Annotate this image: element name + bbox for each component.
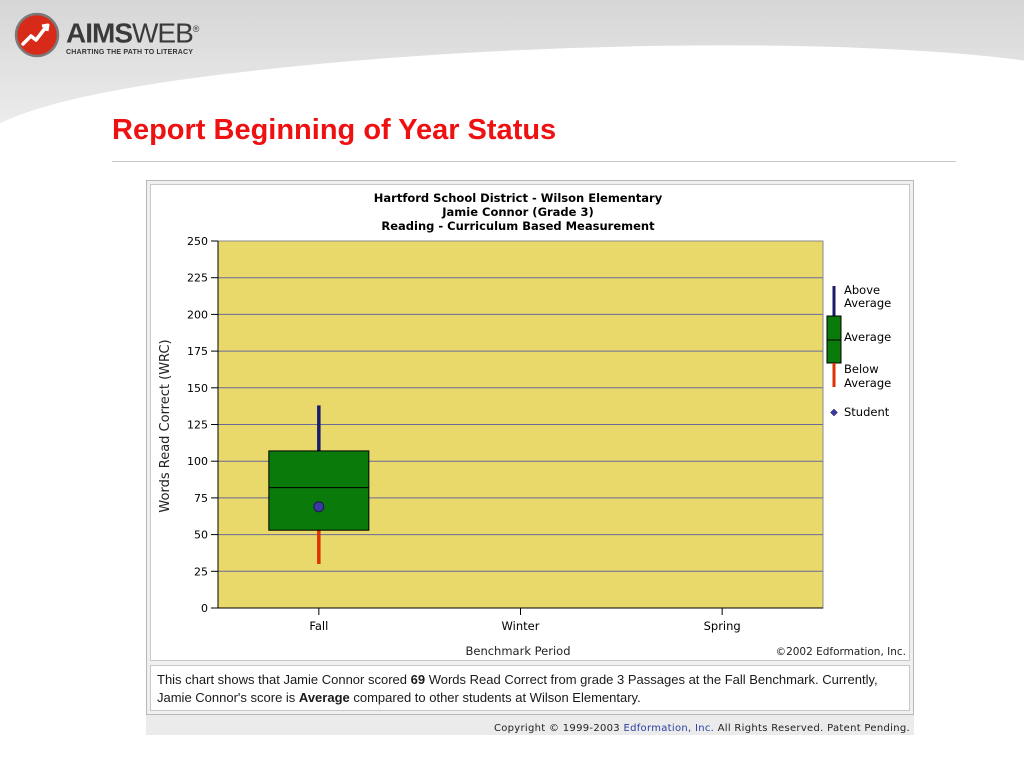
chart-legend: Above Average Average Below Average Stud…: [826, 283, 891, 419]
legend-average-label: Average: [844, 330, 891, 344]
average-box: [268, 450, 370, 531]
summary-text: This chart shows that Jamie Connor score…: [150, 665, 910, 711]
summary-part-3: compared to other students at Wilson Ele…: [349, 690, 641, 705]
aimsweb-logo: AIMSWEB® CHARTING THE PATH TO LITERACY: [14, 12, 200, 58]
x-tick-label: Fall: [309, 619, 328, 633]
logo-registered: ®: [192, 23, 200, 34]
y-tick-label: 100: [187, 455, 208, 468]
x-axis-label: Benchmark Period: [465, 644, 570, 658]
y-tick-label: 225: [187, 272, 208, 285]
y-tick-label: 150: [187, 382, 208, 395]
page-title: Report Beginning of Year Status: [112, 114, 557, 146]
summary-part-1: This chart shows that Jamie Connor score…: [157, 672, 411, 687]
summary-part-2: Words Read Correct from grade 3 Passages…: [157, 672, 878, 705]
chart-credit: ©2002 Edformation, Inc.: [776, 646, 906, 658]
legend-student-label: Student: [844, 405, 890, 419]
y-tick-label: 50: [194, 529, 208, 542]
y-tick-label: 175: [187, 345, 208, 358]
y-tick-label: 200: [187, 308, 208, 321]
chart-title-line-2: Jamie Connor (Grade 3): [441, 205, 593, 219]
footer-prefix: Copyright © 1999-2003: [493, 723, 624, 734]
logo-name-light: WEB: [132, 17, 194, 49]
header-swoosh: [0, 0, 1024, 127]
legend-student-marker: [830, 408, 838, 417]
x-tick-label: Spring: [704, 619, 741, 633]
chart-title-line-1: Hartford School District - Wilson Elemen…: [374, 191, 663, 205]
y-tick-label: 250: [187, 235, 208, 248]
summary-status: Average: [298, 690, 350, 705]
x-tick-label: Winter: [502, 619, 540, 633]
logo-name-bold: AIMS: [66, 17, 133, 49]
footer-suffix: All Rights Reserved. Patent Pending.: [714, 723, 910, 734]
legend-above-label-2: Average: [844, 296, 891, 310]
y-tick-label: 25: [194, 565, 208, 578]
report-frame: Hartford School District - Wilson Elemen…: [146, 180, 914, 715]
legend-below-label-1: Below: [844, 362, 879, 376]
title-divider: [112, 161, 956, 162]
summary-score: 69: [410, 672, 426, 687]
legend-above-label-1: Above: [844, 283, 880, 297]
y-axis-label: Words Read Correct (WRC): [158, 339, 173, 512]
logo-wordmark: AIMSWEB®: [66, 14, 200, 49]
box-plot-chart: Hartford School District - Wilson Elemen…: [158, 191, 906, 658]
logo-emblem-icon: [14, 12, 60, 58]
footer-company: Edformation, Inc.: [623, 723, 715, 734]
y-tick-label: 75: [194, 492, 208, 505]
student-point: [313, 501, 325, 513]
legend-below-label-2: Average: [844, 376, 891, 390]
y-tick-label: 125: [187, 419, 208, 432]
chart-title-line-3: Reading - Curriculum Based Measurement: [381, 219, 655, 233]
y-tick-label: 0: [201, 602, 208, 615]
copyright-footer: Copyright © 1999-2003 Edformation, Inc. …: [146, 715, 914, 735]
logo-tagline: CHARTING THE PATH TO LITERACY: [66, 49, 194, 57]
chart-panel: Hartford School District - Wilson Elemen…: [150, 184, 910, 661]
